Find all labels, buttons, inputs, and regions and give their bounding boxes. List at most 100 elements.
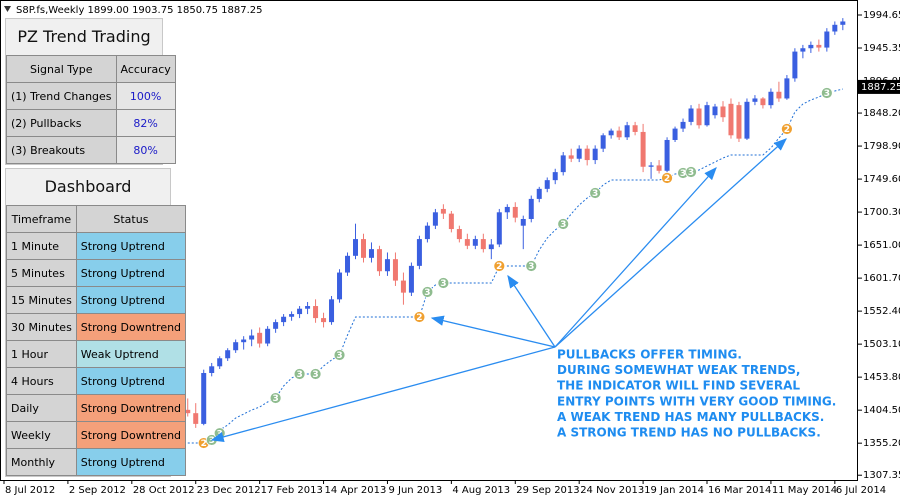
timeframe: 15 Minutes [6,286,77,314]
signal-table: Signal Type Accuracy (1) Trend Changes 100%… [6,55,176,164]
x-tick-label: 17 Feb 2013 [261,485,323,496]
panel-title: Dashboard [44,177,132,196]
candle-body [552,172,558,181]
candle-body [616,130,622,138]
marker-label: 3 [272,394,278,404]
marker-label: 3 [688,168,694,178]
candle-body [345,255,351,273]
y-tick-label: 1700.30 [863,207,900,218]
title-icon [4,6,11,12]
marker-label: 3 [528,262,534,272]
candle-body [384,259,390,272]
timeframe: Daily [6,394,77,422]
candle-body [784,78,790,99]
candle-body [584,148,590,161]
candle-body [712,106,718,116]
arrow [430,315,556,348]
table-row: 5 Minutes Strong Uptrend [6,259,187,287]
candle-body [576,148,582,159]
candle-body [241,339,247,343]
signal-type: (2) Pullbacks [6,109,117,137]
accuracy: 80% [115,136,176,164]
candle-body [528,198,534,219]
status: Strong Uptrend [75,232,187,260]
candle-body [664,139,670,171]
table-row: 1 Minute Strong Uptrend [6,232,187,260]
candle-body [472,239,478,246]
candle-body [600,135,606,149]
signal-marker [421,286,434,298]
y-tick-label: 1552.40 [863,306,900,317]
arrow [554,167,717,348]
x-tick-label: 8 Jul 2012 [5,485,55,496]
arrow [210,346,556,442]
dashboard-table: Timeframe Status 1 Minute Strong Uptrend 5 M… [6,205,187,476]
candle-body [281,316,287,323]
status: Strong Uptrend [75,286,187,314]
y-tick-label: 1601.70 [863,273,900,284]
x-tick-label: 11 May 2014 [772,485,837,496]
marker-label: 3 [296,370,302,380]
candle-body [201,372,207,424]
status: Weak Uptrend [75,340,187,368]
marker-label: 2 [416,313,422,323]
candle-body [416,239,422,266]
candle-body [297,308,303,315]
candle-body [632,125,638,132]
candle-body [696,108,702,126]
candle-body [624,125,630,138]
timeframe: 4 Hours [6,367,77,395]
table-row: 30 Minutes Strong Downtrend [6,313,187,341]
table-row: (3) Breakouts 80% [6,136,176,164]
candle-body [193,413,199,424]
dashboard-panel: Dashboard Timeframe Status 1 Minute Strong … [5,168,187,477]
status: Strong Uptrend [75,259,187,287]
marker-label: 3 [312,370,318,380]
candle-body [648,165,654,167]
signal-marker [589,187,602,199]
marker-label: 3 [592,189,598,199]
x-tick-label: 16 Mar 2014 [708,485,771,496]
status: Strong Uptrend [75,448,187,476]
candle-body [680,121,686,129]
candle-body [800,48,806,52]
signal-marker [661,172,673,184]
x-tick-label: 2 Sep 2012 [69,485,126,496]
candle-body [744,101,750,139]
marker-label: 3 [680,169,686,179]
signal-marker [557,218,570,230]
marker-label: 2 [664,174,670,184]
signal-marker [309,368,322,380]
table-row: Monthly Strong Uptrend [6,448,187,476]
candle-body [512,206,518,218]
signal-type: (1) Trend Changes [6,82,117,110]
status: Strong Downtrend [75,421,187,449]
candle-body [376,249,382,272]
marker-label: 3 [336,351,342,361]
y-tick-label: 1355.20 [863,438,900,449]
candle-body [225,350,231,359]
y-tick-label: 1453.80 [863,372,900,383]
annotation: ENTRY POINTS WITH VERY GOOD TIMING. [557,394,836,408]
signal-marker [437,277,450,289]
candle-body [688,108,694,122]
table-row: Weekly Strong Downtrend [6,421,187,449]
candle-body [392,259,398,281]
candle-body [353,239,359,256]
candle-body [672,128,678,140]
y-tick-label: 1651.00 [863,240,900,251]
candle-body [217,358,223,367]
candle-body [640,131,646,167]
candle-body [329,299,335,323]
candle-body [504,206,510,213]
table-row: Daily Strong Downtrend [6,394,187,422]
y-tick-label: 1749.60 [863,174,900,185]
table-row: 4 Hours Strong Uptrend [6,367,187,395]
marker-label: 2 [784,125,790,135]
arrow [507,274,556,348]
candle-body [464,239,470,246]
marker-label: 3 [824,89,830,99]
arrow [554,138,787,348]
